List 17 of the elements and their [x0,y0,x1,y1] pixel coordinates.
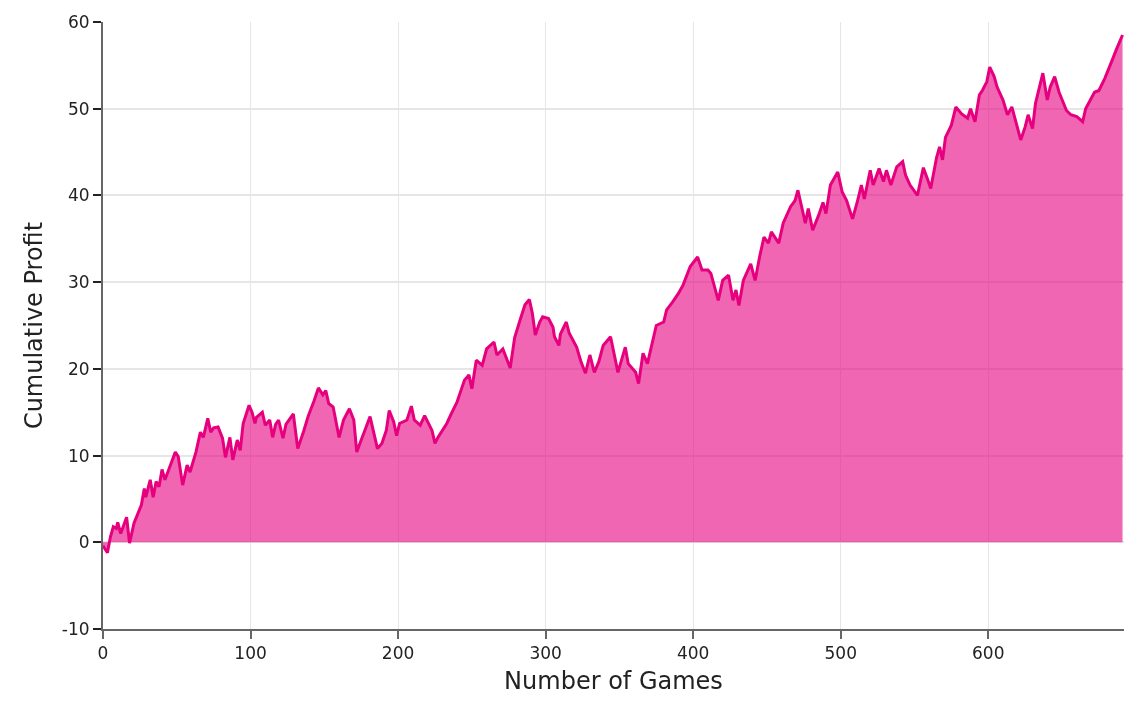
y-tick-label: 10 [67,445,90,466]
y-tick-label: -10 [61,618,90,639]
y-tick-label: 60 [67,11,90,32]
x-tick-label: 100 [234,643,267,664]
y-tick-label: 30 [67,272,90,293]
x-tick-label: 500 [824,643,857,664]
y-tick-label: 40 [67,185,90,206]
y-axis-title: Cumulative Profit [20,221,49,430]
x-tick-label: 200 [381,643,415,664]
y-tick-label: 20 [67,358,90,379]
x-tick-label: 600 [972,643,1005,664]
y-tick-label: 50 [67,98,90,119]
x-tick-label: 400 [676,643,710,664]
x-tick-label: 0 [97,643,109,664]
y-tick-label: 0 [78,532,90,553]
x-tick-label: 300 [529,643,562,664]
x-axis-title: Number of Games [504,667,723,696]
